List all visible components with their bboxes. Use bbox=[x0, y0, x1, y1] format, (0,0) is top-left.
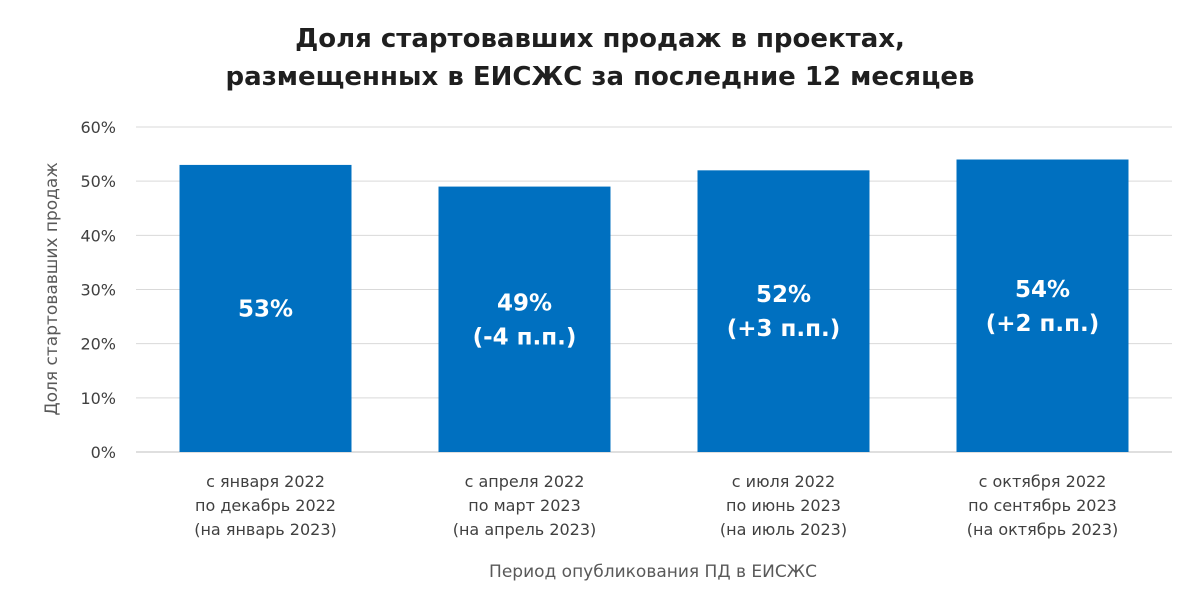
data-label: 54% bbox=[1015, 277, 1070, 303]
data-label: 52% bbox=[756, 282, 811, 308]
x-tick-label: с октября 2022 bbox=[979, 472, 1107, 491]
y-tick-label: 60% bbox=[80, 118, 116, 137]
data-label: (+3 п.п.) bbox=[727, 316, 841, 342]
data-labels: 53% 49% (-4 п.п.) 52% (+3 п.п.) 54% (+2 п.п.) bbox=[238, 277, 1099, 351]
bars bbox=[179, 159, 1129, 453]
x-tick-label: по июнь 2023 bbox=[726, 496, 841, 515]
y-tick-label: 10% bbox=[80, 389, 116, 408]
x-tick-label: по декабрь 2022 bbox=[195, 496, 336, 515]
data-label: (-4 п.п.) bbox=[473, 324, 577, 350]
y-tick-label: 50% bbox=[80, 172, 116, 191]
y-tick-label: 40% bbox=[80, 226, 116, 245]
x-tick-label: с апреля 2022 bbox=[465, 472, 585, 491]
x-tick-label: с января 2022 bbox=[206, 472, 325, 491]
x-tick-label: с июля 2022 bbox=[732, 472, 835, 491]
data-label: 49% bbox=[497, 290, 552, 316]
chart-title: Доля стартовавших продаж в проектах, раз… bbox=[226, 24, 975, 92]
x-axis-title: Период опубликования ПД в ЕИСЖС bbox=[489, 562, 817, 582]
chart-title-line-1: Доля стартовавших продаж в проектах, bbox=[295, 24, 905, 54]
x-tick-label: (на октябрь 2023) bbox=[967, 520, 1119, 539]
x-tick-label: (на апрель 2023) bbox=[453, 520, 597, 539]
y-tick-label: 20% bbox=[80, 335, 116, 354]
y-axis-ticks: 0% 10% 20% 30% 40% 50% 60% bbox=[80, 118, 116, 462]
x-tick-label: по март 2023 bbox=[468, 496, 581, 515]
x-axis-categories: с января 2022 по декабрь 2022 (на январь 2… bbox=[194, 472, 1118, 539]
data-label: (+2 п.п.) bbox=[986, 311, 1100, 337]
x-tick-label: (на январь 2023) bbox=[194, 520, 337, 539]
y-tick-label: 0% bbox=[91, 443, 116, 462]
bar bbox=[956, 159, 1129, 452]
data-label: 53% bbox=[238, 296, 293, 322]
y-axis-title: Доля стартовавших продаж bbox=[42, 162, 62, 415]
x-tick-label: (на июль 2023) bbox=[720, 520, 847, 539]
chart-title-line-2: размещенных в ЕИСЖС за последние 12 меся… bbox=[226, 62, 975, 92]
x-tick-label: по сентябрь 2023 bbox=[968, 496, 1117, 515]
y-tick-label: 30% bbox=[80, 281, 116, 300]
bar bbox=[179, 164, 352, 452]
bar bbox=[438, 186, 611, 453]
bar bbox=[697, 170, 870, 453]
